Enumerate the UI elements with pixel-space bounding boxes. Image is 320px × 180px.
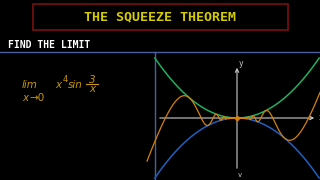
Text: 4: 4	[63, 75, 68, 84]
Text: lim: lim	[22, 80, 38, 90]
Text: y: y	[239, 58, 244, 68]
Text: sin: sin	[68, 80, 83, 90]
Text: THE SQUEEZE THEOREM: THE SQUEEZE THEOREM	[84, 10, 236, 24]
Text: v: v	[238, 172, 242, 178]
Text: x: x	[319, 112, 320, 122]
Text: x: x	[22, 93, 28, 103]
Text: FIND THE LIMIT: FIND THE LIMIT	[8, 40, 90, 50]
Text: x: x	[89, 84, 95, 94]
Text: →0: →0	[29, 93, 44, 103]
Text: x: x	[55, 80, 61, 90]
Text: 3: 3	[89, 75, 95, 85]
